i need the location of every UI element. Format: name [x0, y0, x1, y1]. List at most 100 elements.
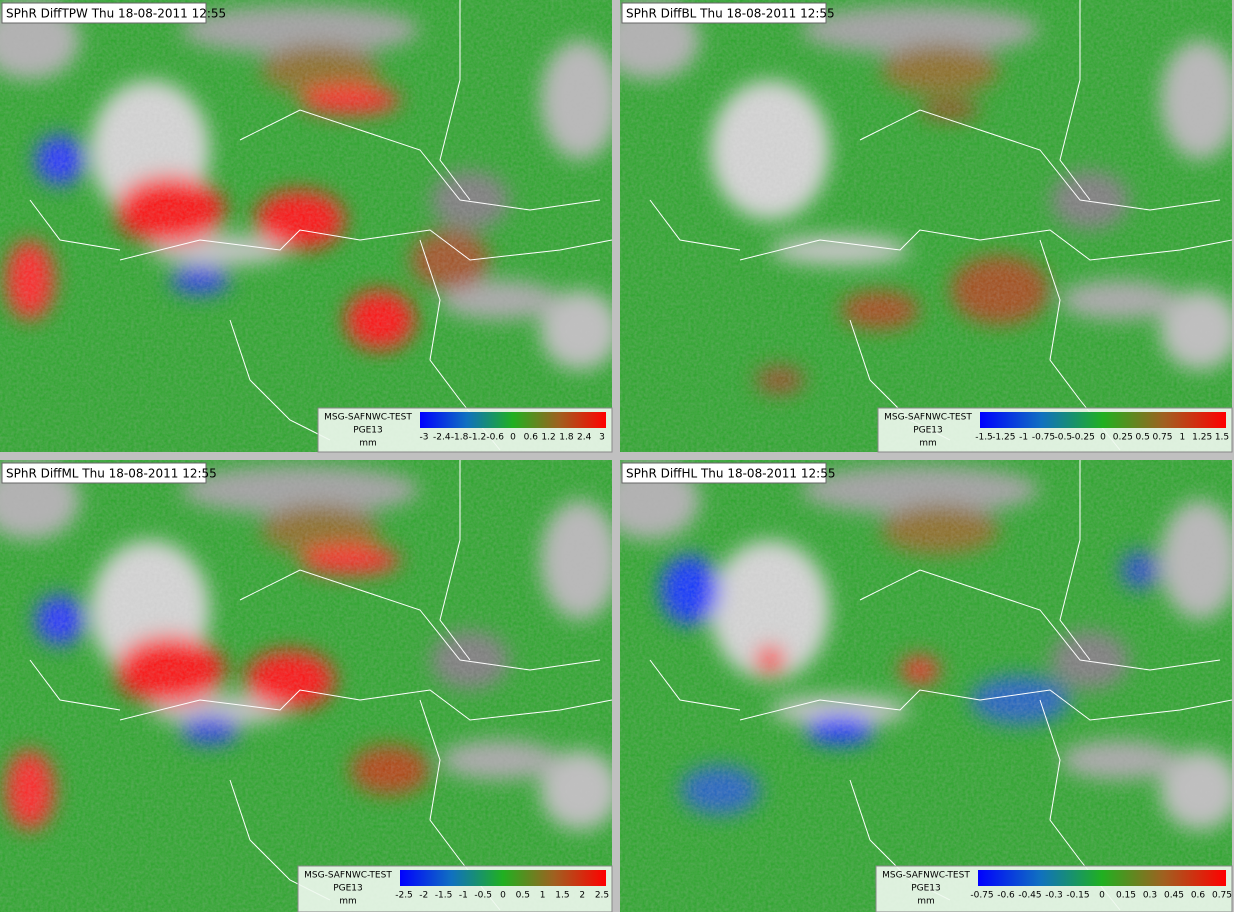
map-image	[0, 460, 612, 912]
speckle	[0, 460, 612, 912]
colorbar	[978, 870, 1226, 886]
colorbar-tick-label: -3	[420, 433, 429, 443]
colorbar-tick-label: -1	[459, 891, 468, 901]
country-border	[239, 569, 601, 671]
map-panel: SPhR DiffBL Thu 18-08-2011 12:55 MSG-SAFN…	[620, 0, 1233, 453]
legend-source: MSG-SAFNWC-TEST	[304, 871, 392, 881]
panel-title: SPhR DiffBL Thu 18-08-2011 12:55	[626, 7, 835, 21]
country-border	[649, 659, 741, 711]
colorbar-tick-label: 0	[500, 891, 506, 901]
colorbar-tick-label: -0.75	[1032, 433, 1055, 443]
colorbar-tick-label: 1.8	[559, 433, 574, 443]
colorbar-tick-label: -2	[419, 891, 428, 901]
colorbar-tick-label: 0.3	[1143, 891, 1157, 901]
colorbar-tick-label: 0.5	[1136, 433, 1150, 443]
legend-source: MSG-SAFNWC-TEST	[882, 871, 970, 881]
title-box	[1, 2, 207, 24]
country-border	[859, 569, 1221, 671]
colorbar-tick-label: -0.75	[970, 891, 993, 901]
colorbar-tick-label: 1	[1179, 433, 1185, 443]
colorbar-tick-label: 2.4	[577, 433, 592, 443]
legend-product: PGE13	[913, 426, 943, 436]
legend-unit: mm	[339, 897, 357, 907]
colorbar-tick-label: -1.5	[435, 891, 453, 901]
colorbar-tick-label: 2	[579, 891, 585, 901]
colorbar-tick-label: 3	[599, 433, 605, 443]
legend-unit: mm	[359, 439, 377, 449]
colorbar-tick-label: 0	[510, 433, 516, 443]
colorbar-tick-label: 0.75	[1212, 891, 1232, 901]
legend-product: PGE13	[353, 426, 383, 436]
legend-product: PGE13	[911, 884, 941, 894]
panel-title: SPhR DiffML Thu 18-08-2011 12:55	[6, 467, 217, 481]
speckle	[620, 0, 1232, 452]
legend-unit: mm	[919, 439, 937, 449]
colorbar-tick-label: -0.5	[474, 891, 492, 901]
colorbar-tick-label: 0	[1099, 891, 1105, 901]
colorbar-tick-label: 1.5	[1215, 433, 1229, 443]
map-image	[620, 460, 1232, 912]
colorbar-tick-label: 1	[540, 891, 546, 901]
country-border	[439, 0, 471, 201]
map-panel: SPhR DiffTPW Thu 18-08-2011 12:55 MSG-SAF…	[0, 0, 613, 453]
colorbar-tick-label: -0.25	[1072, 433, 1095, 443]
colorbar-tick-label: -2.5	[395, 891, 413, 901]
colorbar-tick-label: -0.3	[1045, 891, 1063, 901]
title-box	[621, 2, 827, 24]
country-border	[239, 109, 601, 211]
country-border	[739, 689, 1232, 721]
colorbar-tick-label: -0.6	[997, 891, 1015, 901]
country-border	[229, 319, 331, 441]
colorbar	[400, 870, 606, 886]
colorbar-tick-label: 0.45	[1164, 891, 1184, 901]
country-border	[649, 199, 741, 251]
colorbar-tick-label: -1.8	[451, 433, 469, 443]
colorbar-tick-label: 0.5	[516, 891, 530, 901]
colorbar-tick-label: 0.75	[1152, 433, 1172, 443]
legend-source: MSG-SAFNWC-TEST	[324, 413, 412, 423]
colorbar-tick-label: 0.25	[1113, 433, 1133, 443]
map-image	[620, 0, 1232, 452]
colorbar	[420, 412, 606, 428]
country-border	[1059, 0, 1091, 201]
panel-title: SPhR DiffHL Thu 18-08-2011 12:55	[626, 467, 835, 481]
map-panel: SPhR DiffML Thu 18-08-2011 12:55 MSG-SAFN…	[0, 460, 613, 912]
map-image	[0, 0, 612, 452]
country-border	[29, 659, 121, 711]
country-border	[29, 199, 121, 251]
colorbar-tick-label: -1.25	[992, 433, 1015, 443]
colorbar-tick-label: 0.6	[524, 433, 539, 443]
legend-product: PGE13	[333, 884, 363, 894]
colorbar-tick-label: -0.5	[1055, 433, 1073, 443]
country-border	[859, 109, 1221, 211]
legend-source: MSG-SAFNWC-TEST	[884, 413, 972, 423]
colorbar	[980, 412, 1226, 428]
country-border	[439, 460, 471, 661]
colorbar-tick-label: 0.6	[1191, 891, 1206, 901]
country-border	[1059, 460, 1091, 661]
speckle	[0, 0, 612, 452]
country-border	[119, 229, 612, 261]
colorbar-tick-label: 1.5	[555, 891, 569, 901]
panel-title: SPhR DiffTPW Thu 18-08-2011 12:55	[6, 7, 226, 21]
colorbar-tick-label: 1.25	[1192, 433, 1212, 443]
title-box	[621, 462, 827, 484]
map-panel: SPhR DiffHL Thu 18-08-2011 12:55 MSG-SAFN…	[620, 460, 1233, 912]
colorbar-tick-label: -0.6	[486, 433, 504, 443]
country-border	[119, 689, 612, 721]
colorbar-tick-label: -0.45	[1018, 891, 1041, 901]
colorbar-tick-label: -1.2	[469, 433, 487, 443]
colorbar-tick-label: 2.5	[595, 891, 609, 901]
colorbar-tick-label: 0	[1100, 433, 1106, 443]
colorbar-tick-label: 1.2	[541, 433, 555, 443]
colorbar-tick-label: -1.5	[975, 433, 993, 443]
colorbar-tick-label: -2.4	[433, 433, 451, 443]
speckle	[620, 460, 1232, 912]
legend-unit: mm	[917, 897, 935, 907]
country-border	[739, 229, 1232, 261]
colorbar-tick-label: -0.15	[1066, 891, 1089, 901]
colorbar-tick-label: -1	[1019, 433, 1028, 443]
colorbar-tick-label: 0.15	[1116, 891, 1136, 901]
title-box	[1, 462, 207, 484]
